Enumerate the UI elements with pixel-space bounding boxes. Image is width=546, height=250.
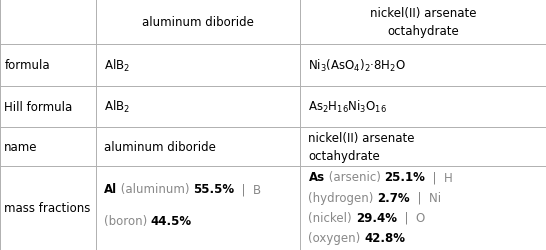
Text: mass fractions: mass fractions: [4, 202, 91, 214]
Text: (nickel): (nickel): [308, 211, 356, 224]
Text: |  Ni: | Ni: [410, 191, 441, 204]
Text: (boron): (boron): [104, 214, 151, 227]
Text: As: As: [308, 171, 325, 183]
Text: nickel(II) arsenate
octahydrate: nickel(II) arsenate octahydrate: [308, 132, 415, 162]
Text: aluminum diboride: aluminum diboride: [142, 16, 254, 29]
Text: (aluminum): (aluminum): [117, 182, 193, 195]
Text: formula: formula: [4, 59, 50, 72]
Text: Al: Al: [104, 182, 117, 195]
Text: 44.5%: 44.5%: [151, 214, 192, 227]
Text: Hill formula: Hill formula: [4, 100, 73, 113]
Text: (arsenic): (arsenic): [325, 171, 384, 183]
Text: 2.7%: 2.7%: [378, 191, 410, 204]
Text: 55.5%: 55.5%: [193, 182, 234, 195]
Text: Ni$_3$(AsO$_4$)$_2$·8H$_2$O: Ni$_3$(AsO$_4$)$_2$·8H$_2$O: [308, 58, 407, 74]
Text: aluminum diboride: aluminum diboride: [104, 140, 216, 153]
Text: 29.4%: 29.4%: [356, 211, 397, 224]
Text: 25.1%: 25.1%: [384, 171, 425, 183]
Text: (hydrogen): (hydrogen): [308, 191, 378, 204]
Text: name: name: [4, 140, 38, 153]
Text: (oxygen): (oxygen): [308, 231, 365, 244]
Text: 42.8%: 42.8%: [365, 231, 406, 244]
Text: nickel(II) arsenate
octahydrate: nickel(II) arsenate octahydrate: [370, 7, 477, 38]
Text: |  O: | O: [397, 211, 425, 224]
Text: |  H: | H: [425, 171, 453, 183]
Text: As$_2$H$_{16}$Ni$_3$O$_{16}$: As$_2$H$_{16}$Ni$_3$O$_{16}$: [308, 99, 387, 115]
Text: AlB$_2$: AlB$_2$: [104, 99, 129, 115]
Text: |  B: | B: [234, 182, 262, 195]
Text: AlB$_2$: AlB$_2$: [104, 58, 129, 74]
